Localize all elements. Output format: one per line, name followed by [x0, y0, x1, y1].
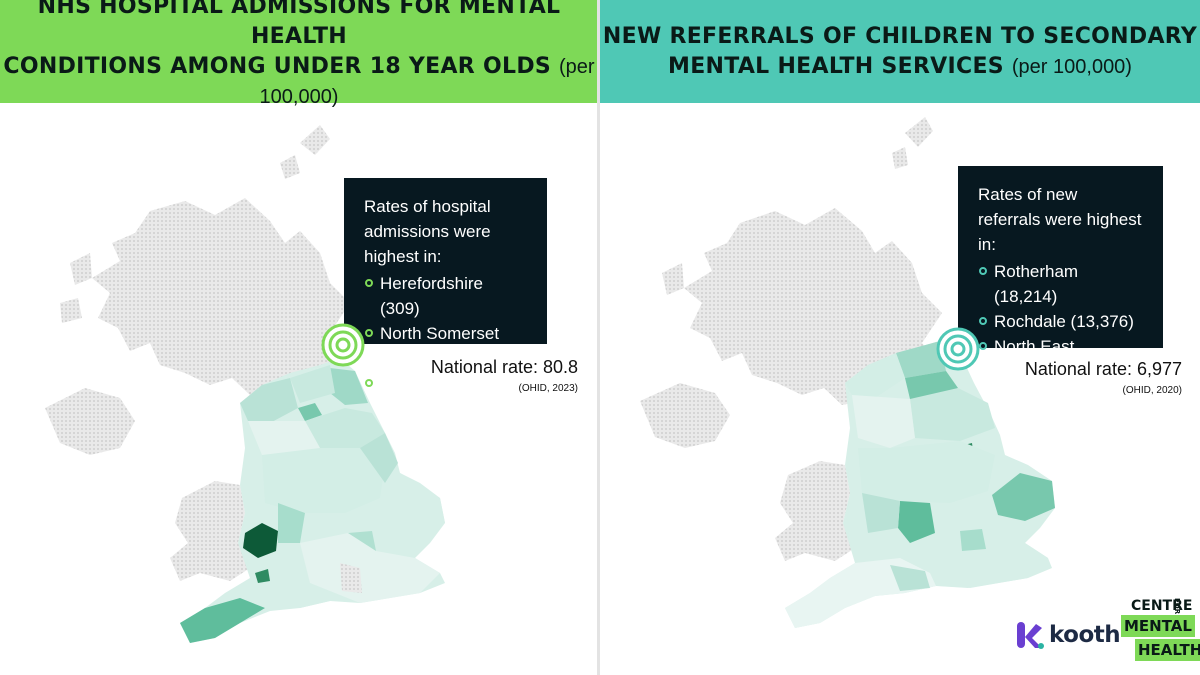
right-banner: NEW REFERRALS OF CHILDREN TO SECONDARY M… [600, 0, 1200, 103]
cmh-line2: MENTAL [1121, 615, 1195, 637]
left-callout: Rates of hospital admissions were highes… [344, 178, 547, 393]
kooth-wordmark: kooth [1049, 622, 1121, 648]
south-central-nodata [340, 563, 362, 593]
left-national-rate: National rate: 80.8 (OHID, 2023) [431, 356, 578, 396]
darlington-area [298, 403, 322, 421]
right-national-rate: National rate: 6,977 (OHID, 2020) [1025, 358, 1182, 398]
right-callout-item-text: Rochdale (13,376) [994, 312, 1134, 331]
right-panel: NEW REFERRALS OF CHILDREN TO SECONDARY M… [600, 0, 1200, 675]
right-national-rate-value: National rate: 6,977 [1024, 359, 1182, 379]
left-callout-item: Herefordshire (309) [364, 271, 527, 321]
right-title-line1: NEW REFERRALS OF CHILDREN TO SECONDARY [602, 23, 1198, 49]
right-callout-item-text: North East Lincolnshire (13,008) [994, 337, 1085, 406]
kooth-k-icon [1017, 622, 1044, 649]
left-title-line2: CONDITIONS AMONG UNDER 18 YEAR OLDS [3, 53, 552, 79]
south-east-area [930, 528, 1048, 588]
right-map [640, 117, 1055, 628]
scotland-region [684, 208, 952, 405]
right-source: (OHID, 2020) [1122, 385, 1182, 396]
left-title-unit: (per 100,000) [259, 55, 595, 108]
panel-divider [597, 0, 601, 675]
centre-for-mental-health-logo: CENTRE FOR MENTAL HEALTH [1121, 598, 1200, 664]
wales-region [170, 481, 250, 581]
bullet-icon [365, 329, 373, 337]
target-icon [936, 327, 980, 371]
bullet-icon [979, 342, 987, 350]
left-callout-item-text: Darlington (201) [380, 374, 502, 393]
left-source: (OHID, 2023) [518, 383, 578, 394]
south-west-area [262, 583, 330, 608]
east-anglia-area [380, 473, 445, 533]
northumberland-area [290, 365, 335, 403]
devon-cornwall-area [180, 598, 265, 643]
left-callout-item-text: Herefordshire (309) [380, 274, 483, 318]
target-icon [321, 323, 365, 367]
right-title: NEW REFERRALS OF CHILDREN TO SECONDARY M… [603, 22, 1197, 82]
right-title-unit: (per 100,000) [1011, 55, 1132, 78]
midlands-area [262, 448, 385, 513]
cumbria-area [845, 353, 905, 398]
northern-ireland-region [640, 383, 730, 448]
cmh-line3: HEALTH [1135, 639, 1200, 661]
lancashire-area [852, 395, 915, 448]
left-callout-item-text: North Somerset (242) [380, 324, 500, 368]
right-callout-item-text: Rotherham (18,214) [994, 262, 1079, 306]
scotland-region [92, 198, 362, 395]
north-east-area [330, 368, 368, 405]
bullet-icon [365, 279, 373, 287]
yorkshire-area [910, 388, 995, 441]
left-national-rate-value: National rate: 80.8 [430, 357, 578, 377]
west-midlands-area [278, 503, 305, 543]
right-callout: Rates of new referrals were highest in: … [958, 166, 1163, 406]
right-callout-item: North East Lincolnshire (13,008) [978, 334, 1143, 409]
cumbria-area [240, 378, 298, 423]
left-map [45, 125, 445, 643]
northern-ireland-region [45, 388, 135, 455]
midlands-light [862, 493, 900, 533]
yorkshire-area [305, 408, 385, 448]
herefordshire-area [243, 523, 278, 558]
dorset-area [890, 565, 930, 591]
left-callout-item: North Somerset (242) [364, 321, 527, 371]
london-area [960, 529, 986, 551]
bullet-icon [979, 317, 987, 325]
left-panel: NHS HOSPITAL ADMISSIONS FOR MENTAL HEALT… [0, 0, 598, 675]
cmh-line1: CENTRE [1131, 598, 1193, 614]
right-callout-item: Rochdale (13,376) [978, 309, 1143, 334]
kooth-logo: kooth [1015, 620, 1121, 650]
south-east-area [300, 533, 440, 603]
left-title-line1: NHS HOSPITAL ADMISSIONS FOR MENTAL HEALT… [37, 0, 561, 49]
east-anglia-area [992, 473, 1055, 521]
north-somerset-area [255, 569, 270, 583]
scotland-islands [60, 125, 330, 323]
south-west-area [785, 558, 936, 628]
cmh-for: FOR [1173, 598, 1181, 615]
left-title: NHS HOSPITAL ADMISSIONS FOR MENTAL HEALT… [0, 0, 598, 112]
bullet-icon [979, 267, 987, 275]
lincolnshire-area [360, 433, 398, 483]
midlands-area [858, 441, 995, 503]
wales-region [775, 461, 855, 561]
right-title-line2: MENTAL HEALTH SERVICES [668, 53, 1004, 79]
central-area [898, 501, 935, 543]
left-banner: NHS HOSPITAL ADMISSIONS FOR MENTAL HEALT… [0, 0, 598, 108]
right-callout-intro: Rates of new referrals were highest in: [978, 185, 1142, 254]
left-callout-intro: Rates of hospital admissions were highes… [364, 197, 491, 266]
right-callout-item: Rotherham (18,214) [978, 259, 1143, 309]
bullet-icon [365, 379, 373, 387]
northumberland-area [896, 341, 946, 378]
left-callout-item: Darlington (201) [364, 371, 527, 396]
